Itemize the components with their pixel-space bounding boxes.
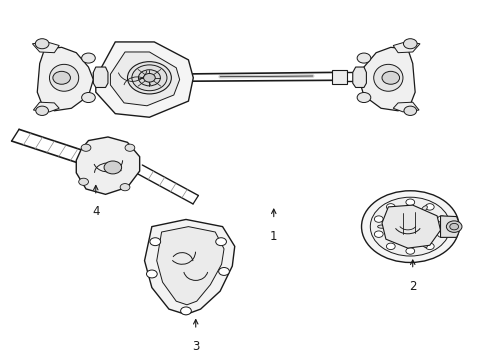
Text: 3: 3 [192,339,199,352]
Circle shape [381,71,399,84]
Circle shape [81,53,95,63]
Circle shape [449,224,458,230]
Polygon shape [392,102,418,112]
Circle shape [425,204,433,210]
Text: 4: 4 [92,205,100,218]
Polygon shape [32,42,59,53]
Circle shape [143,73,155,82]
Circle shape [446,221,461,232]
Circle shape [356,93,370,103]
Polygon shape [392,42,419,53]
Ellipse shape [127,62,171,94]
Polygon shape [352,67,366,87]
Polygon shape [157,226,224,305]
Ellipse shape [132,65,166,91]
Circle shape [215,238,226,246]
Circle shape [437,216,445,222]
Polygon shape [93,67,108,87]
Circle shape [369,197,449,256]
Ellipse shape [421,242,427,248]
Polygon shape [37,47,93,111]
Ellipse shape [49,64,79,91]
Circle shape [386,204,394,210]
Circle shape [218,267,229,275]
Circle shape [437,231,445,237]
Circle shape [150,238,160,246]
Polygon shape [331,70,346,84]
Polygon shape [358,47,414,111]
Polygon shape [440,216,458,237]
Circle shape [374,231,383,237]
Text: 1: 1 [269,230,277,243]
Polygon shape [381,205,440,248]
Circle shape [81,93,95,103]
Circle shape [125,144,135,151]
Polygon shape [110,52,179,106]
Text: 2: 2 [408,280,416,293]
Circle shape [425,243,433,249]
Polygon shape [76,137,140,194]
Circle shape [403,39,416,49]
Circle shape [36,106,48,116]
Circle shape [81,144,91,151]
Ellipse shape [377,225,386,228]
Ellipse shape [373,64,402,91]
Circle shape [146,270,157,278]
Polygon shape [96,42,193,117]
Circle shape [35,39,49,49]
Circle shape [361,191,458,262]
Circle shape [79,178,88,185]
Circle shape [356,53,370,63]
Circle shape [53,71,70,84]
Circle shape [374,216,383,222]
Ellipse shape [138,70,160,86]
Circle shape [104,161,122,174]
Circle shape [403,106,416,116]
Circle shape [405,248,414,254]
Circle shape [180,307,191,315]
Polygon shape [144,220,234,315]
Circle shape [386,243,394,249]
Polygon shape [33,102,59,112]
Circle shape [120,184,130,191]
Circle shape [405,199,414,206]
Ellipse shape [421,206,427,212]
